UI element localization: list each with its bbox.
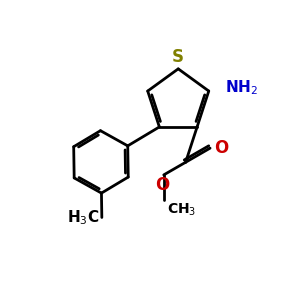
Text: O: O xyxy=(214,139,228,157)
Text: S: S xyxy=(172,48,184,66)
Text: H$_3$C: H$_3$C xyxy=(67,208,100,227)
Text: NH$_2$: NH$_2$ xyxy=(225,79,258,98)
Text: O: O xyxy=(155,176,169,194)
Text: CH$_3$: CH$_3$ xyxy=(167,202,196,218)
